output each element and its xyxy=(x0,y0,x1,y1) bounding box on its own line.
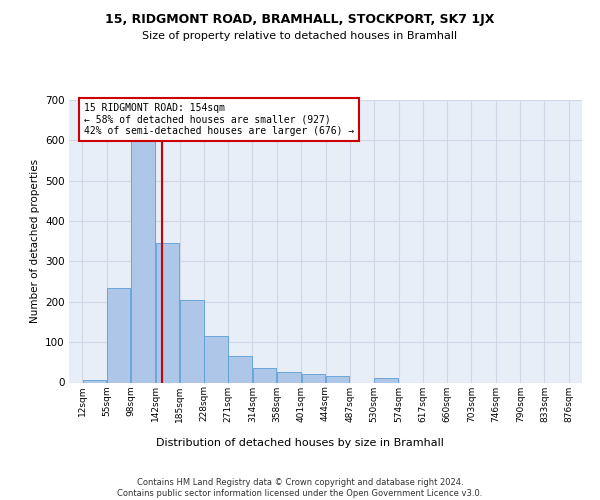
Y-axis label: Number of detached properties: Number of detached properties xyxy=(29,159,40,324)
Bar xyxy=(229,356,252,382)
Text: Contains HM Land Registry data © Crown copyright and database right 2024.
Contai: Contains HM Land Registry data © Crown c… xyxy=(118,478,482,498)
Bar xyxy=(302,374,325,382)
Text: 15 RIDGMONT ROAD: 154sqm
← 58% of detached houses are smaller (927)
42% of semi-: 15 RIDGMONT ROAD: 154sqm ← 58% of detach… xyxy=(83,103,354,136)
Text: Distribution of detached houses by size in Bramhall: Distribution of detached houses by size … xyxy=(156,438,444,448)
Text: Size of property relative to detached houses in Bramhall: Size of property relative to detached ho… xyxy=(142,31,458,41)
Bar xyxy=(83,380,106,382)
Bar xyxy=(156,244,179,382)
Bar xyxy=(204,336,228,382)
Bar xyxy=(374,378,398,382)
Bar xyxy=(107,288,130,382)
Bar xyxy=(180,300,203,382)
Bar xyxy=(277,372,301,382)
Text: 15, RIDGMONT ROAD, BRAMHALL, STOCKPORT, SK7 1JX: 15, RIDGMONT ROAD, BRAMHALL, STOCKPORT, … xyxy=(106,12,494,26)
Bar xyxy=(326,376,349,382)
Bar xyxy=(131,128,155,382)
Bar xyxy=(253,368,276,382)
